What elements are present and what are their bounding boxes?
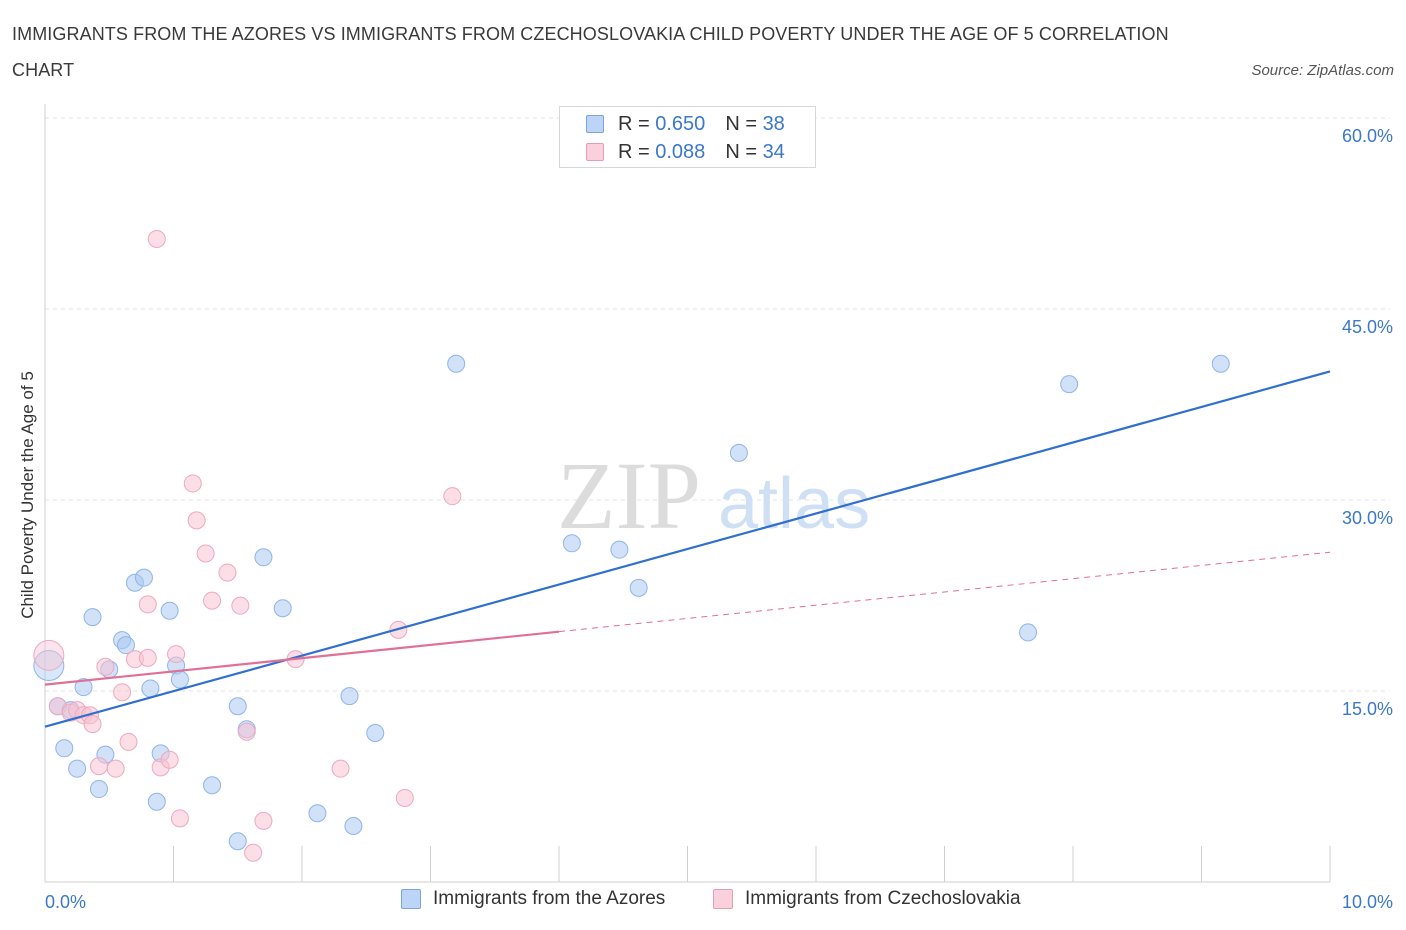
n-label: N = [725,112,757,135]
czechoslovakia-point [167,645,186,664]
stats-row-czechoslovakia: R = 0.088 N = 34 [586,138,785,166]
czechoslovakia-point [443,487,462,506]
czechoslovakia-point [395,788,414,807]
azores-point [610,540,629,559]
r-label: R = [618,140,650,163]
azores-point [254,548,273,567]
chart-title: IMMIGRANTS FROM THE AZORES VS IMMIGRANTS… [12,24,1169,80]
data-points [33,229,1230,862]
czechoslovakia-point [244,843,263,862]
azores-point [308,804,327,823]
tick-labels: 15.0% 30.0% 45.0% 60.0% 0.0% 10.0% [45,126,1393,912]
azores-point [141,679,160,698]
r-value: 0.650 [655,112,706,135]
azores-point [1019,623,1038,642]
legend-item-azores[interactable]: Immigrants from the Azores [401,888,665,910]
n-value: 38 [762,112,785,135]
legend-label-czechoslovakia: Immigrants from Czechoslovakia [745,888,1021,909]
legend-label-azores: Immigrants from the Azores [433,888,666,909]
azores-point [83,608,102,627]
watermark: ZIP atlas [557,442,870,549]
czechoslovakia-point [170,809,189,828]
r-value: 0.088 [655,140,706,163]
azores-point [629,578,648,597]
czechoslovakia-point [331,759,350,778]
stats-legend: R = 0.650 N = 38 R = 0.088 N = 34 [559,106,816,168]
y-axis-label: Child Poverty Under the Age of 5 [18,371,37,619]
czechoslovakia-point [187,511,206,530]
azores-legend-swatch [401,889,421,909]
n-value: 34 [762,140,785,163]
axes [44,104,1331,883]
y-tick-label: 45.0% [1342,317,1393,337]
n-label: N = [725,140,757,163]
czechoslovakia-point [138,595,157,614]
x-tick-label: 10.0% [1342,892,1393,912]
azores-point [344,816,363,835]
azores-point [273,599,292,618]
trend-line-czechoslovakia-extension [558,551,1331,633]
czechoslovakia-point [83,715,102,734]
legend-item-czechoslovakia[interactable]: Immigrants from Czechoslovakia [713,888,1021,910]
y-tick-label: 15.0% [1342,699,1393,719]
czechoslovakia-point [218,563,237,582]
azores-point [1211,354,1230,373]
azores-point [147,792,166,811]
czechoslovakia-point [254,811,273,830]
czechoslovakia-point [138,648,157,667]
azores-point [33,650,65,682]
trend-lines [44,370,1331,728]
azores-point [340,687,359,706]
czechoslovakia-point [203,591,222,610]
azores-point [116,636,135,655]
czechoslovakia-swatch [586,143,604,161]
watermark-zip: ZIP [557,442,701,549]
azores-point [55,739,74,758]
czechoslovakia-legend-swatch [713,889,733,909]
azores-point [729,443,748,462]
czechoslovakia-point [33,639,65,671]
azores-point [68,759,87,778]
watermark-atlas: atlas [718,464,870,544]
azores-point [1060,375,1079,394]
azores-point [89,780,108,799]
trend-line-czechoslovakia [44,630,560,686]
azores-point [447,354,466,373]
azores-point [134,568,153,587]
azores-point [203,776,222,795]
trend-line-azores [44,370,1331,728]
czechoslovakia-point [231,596,250,615]
azores-point [74,678,93,697]
czechoslovakia-point [106,759,125,778]
azores-point [170,670,189,689]
stats-row-azores: R = 0.650 N = 38 [586,110,785,138]
czechoslovakia-point [89,757,108,776]
czechoslovakia-point [96,657,115,676]
czechoslovakia-point [237,722,256,741]
azores-point [366,724,385,743]
czechoslovakia-point [147,229,166,248]
czechoslovakia-point [183,474,202,493]
y-tick-label: 60.0% [1342,126,1393,146]
r-label: R = [618,112,650,135]
series-legend: Immigrants from the Azores Immigrants fr… [0,888,1406,916]
czechoslovakia-point [113,683,132,702]
azores-point [228,832,247,851]
x-tick-label: 0.0% [45,892,86,912]
source-label: Source: ZipAtlas.com [1251,62,1394,79]
azores-point [228,697,247,716]
azores-point [562,534,581,553]
czechoslovakia-point [119,732,138,751]
azores-point [160,601,179,620]
y-tick-label: 30.0% [1342,508,1393,528]
czechoslovakia-point [196,544,215,563]
azores-swatch [586,115,604,133]
czechoslovakia-point [160,750,179,769]
